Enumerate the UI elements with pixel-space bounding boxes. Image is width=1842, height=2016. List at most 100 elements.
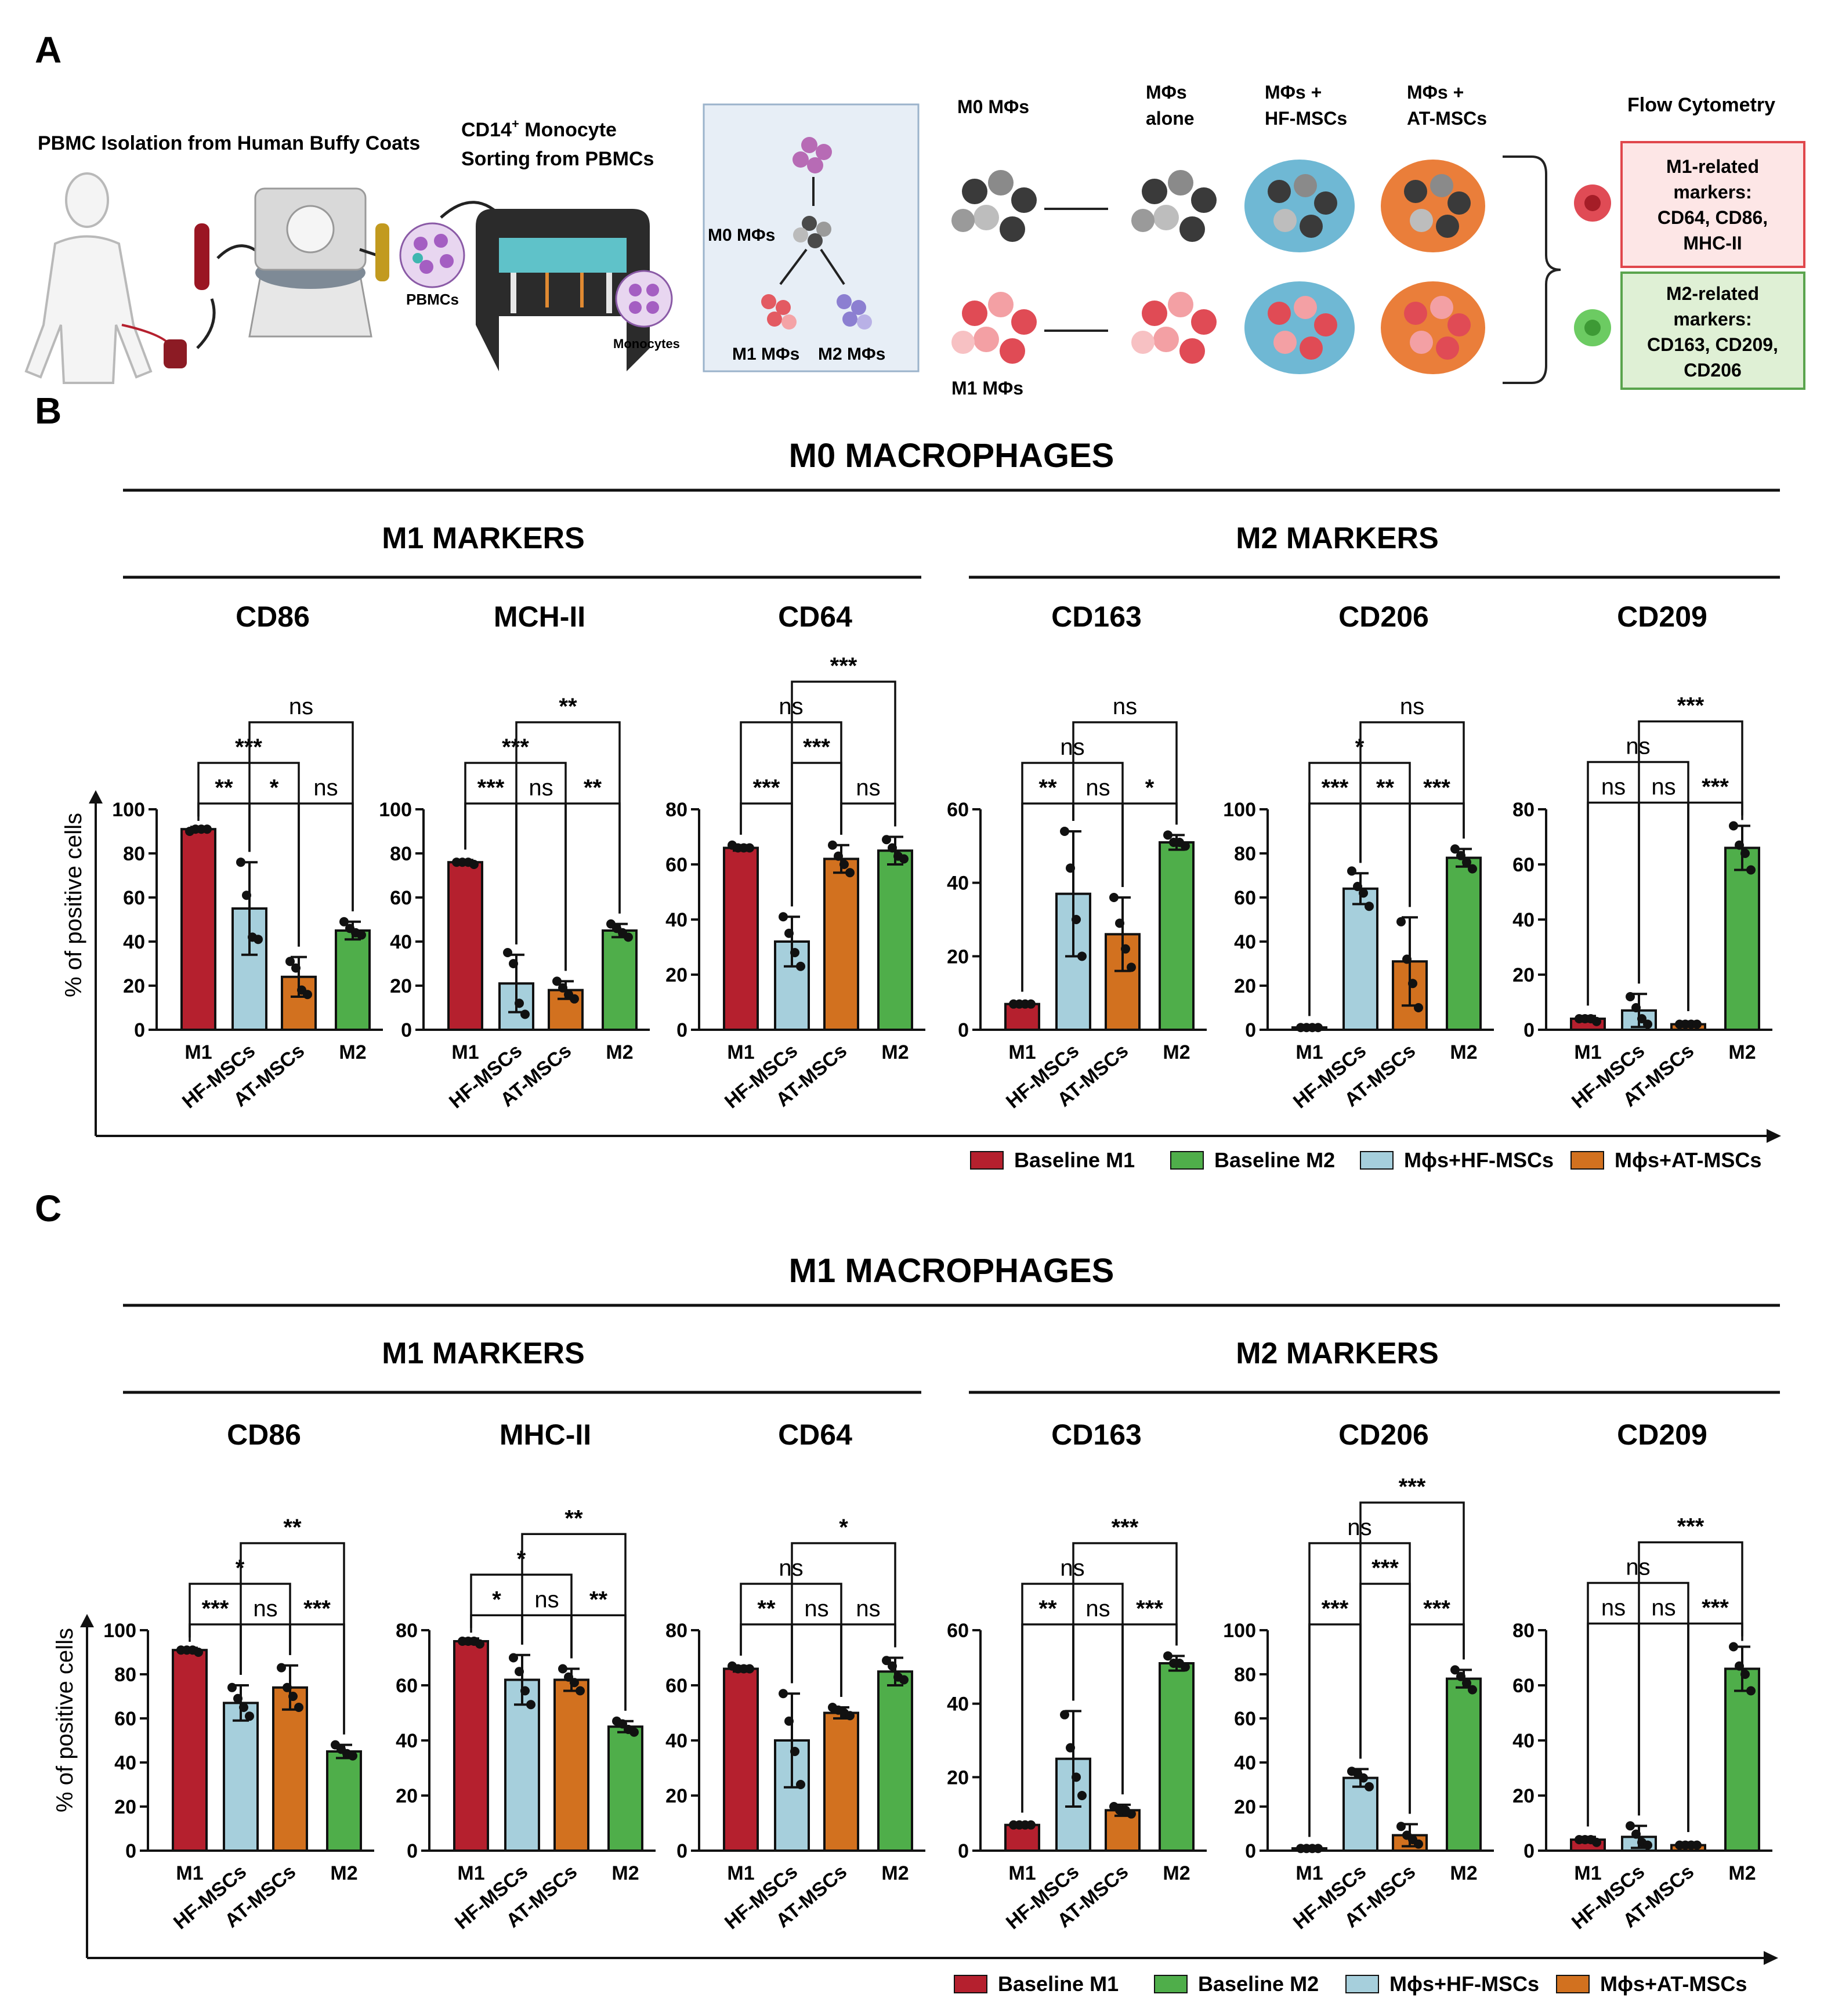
y-tick-label: 20 [665,964,687,986]
cd14-rest: Monocyte [519,119,617,141]
m1-box-line3: CD64, CD86, [1658,207,1768,228]
m1-markers-box [1620,141,1805,268]
bracket-line [248,721,354,911]
panel-b-x-arrowhead-icon [1767,1129,1781,1143]
significance-label: ns [1601,774,1626,800]
data-point [629,1727,639,1737]
data-point [1181,841,1190,851]
significance-label: ** [1038,1596,1057,1622]
y-tick-label: 100 [1223,1620,1256,1642]
arrow-m0-to-m2 [820,248,845,285]
y-tick-label: 80 [665,799,687,821]
data-point [202,824,212,834]
panel-c-legend: Baseline M1 Baseline M2 Mϕs+HF-MSCs Mϕs+… [954,1972,1747,1996]
legend-label-hf: Mϕs+HF-MSCs [1404,1148,1554,1172]
significance-bracket: ns [1359,694,1465,863]
data-point [1359,1773,1368,1783]
y-tick-label: 20 [1234,975,1256,997]
cell-sorter-icon [476,209,650,371]
chart-title: CD209 [1617,600,1707,633]
data-point [1626,1821,1635,1831]
category-label-m1: M1 [1295,1041,1323,1063]
category-label-m2: M2 [1163,1041,1190,1063]
data-point [1402,954,1412,964]
category-label-m2: M2 [1728,1862,1756,1884]
data-point [515,998,524,1008]
bracket-line [791,681,896,907]
cd14-superscript: + [512,117,519,131]
col-m0-label: M0 MΦs [957,96,1029,117]
significance-label: *** [1136,1596,1163,1622]
panel-c: C M1 MACROPHAGES M1 MARKERS M2 MARKERS C… [35,1188,1780,1996]
category-label-m1: M1 [451,1041,479,1063]
significance-bracket: ** [521,1505,627,1711]
panel-c-x-arrowhead-icon [1764,1951,1778,1965]
bar-hf-mscs [1342,887,1378,1031]
data-point [1740,849,1750,858]
data-point [288,1692,298,1701]
category-label-m2: M2 [1163,1862,1190,1884]
significance-label: ** [589,1587,608,1612]
y-tick-label: 20 [665,1785,687,1807]
y-tick-label: 20 [1234,1796,1256,1818]
data-point [1631,1003,1641,1012]
y-tick-label: 0 [134,1019,145,1041]
data-point [1637,1014,1646,1023]
col-at-label-2: AT-MSCs [1407,108,1487,129]
bar-hf-mscs [223,1702,259,1852]
bracket-line [1638,720,1743,984]
pbmcs-label: PBMCs [406,291,459,308]
chart-title: CD206 [1338,600,1429,633]
data-point [1353,882,1362,891]
m2-cell-nucleus-icon [1584,320,1601,336]
significance-label: *** [1322,775,1349,801]
data-point [1746,865,1756,875]
col-at-label-1: MΦs + [1407,82,1464,103]
category-label-m2: M2 [1728,1041,1756,1063]
significance-label: ns [804,1596,828,1622]
m2-box-line3: CD163, CD209, [1647,334,1778,355]
col-hf-label-2: HF-MSCs [1265,108,1347,129]
panel-c-y-arrowhead-icon [80,1614,94,1627]
data-point [1692,1840,1702,1850]
significance-label: *** [1423,1596,1450,1622]
y-tick-label: 40 [390,931,412,953]
y-tick-label: 20 [947,1767,969,1789]
bar-m1 [1004,1823,1040,1852]
category-label-m1: M1 [727,1041,754,1063]
legend-swatch-at [1570,1151,1604,1170]
significance-label: *** [1702,1595,1729,1621]
bracket-line [1072,721,1178,825]
data-point [303,990,312,1000]
data-point [899,1675,909,1685]
diff-m1-label: M1 MΦs [732,345,799,364]
pbmcs-cells-dots [412,234,454,274]
category-label-m1: M1 [457,1862,484,1884]
y-tick-label: 60 [114,1708,136,1730]
data-point [245,1711,254,1721]
data-point [1450,1665,1460,1675]
y-tick-label: 80 [390,843,412,865]
chart-title: CD206 [1338,1418,1429,1451]
m1-cells-cluster-icon [951,292,1037,364]
bar-m1 [453,1640,489,1852]
m0-alone-cluster-icon [1131,170,1217,242]
chart-title: CD64 [778,600,852,633]
significance-label: * [839,1515,848,1540]
data-point [227,1682,237,1692]
y-tick-label: 100 [112,799,145,821]
data-point [1396,917,1406,926]
y-tick-label: 60 [396,1675,418,1697]
y-tick-label: 80 [123,843,145,865]
data-point [1462,1678,1471,1688]
significance-label: ns [1085,775,1110,801]
data-point [1077,1791,1087,1800]
data-point [233,1693,243,1703]
data-point [236,857,245,867]
legend-label-m1: Baseline M1 [998,1972,1119,1996]
diff-m0-label: M0 MΦs [708,226,775,245]
bar-m2 [607,1725,643,1852]
panel-b-legend: Baseline M1 Baseline M2 Mϕs+HF-MSCs Mϕs+… [970,1148,1761,1172]
cd14-sorting-title-line1: CD14+ Monocyte [461,117,617,141]
data-point [899,854,909,864]
